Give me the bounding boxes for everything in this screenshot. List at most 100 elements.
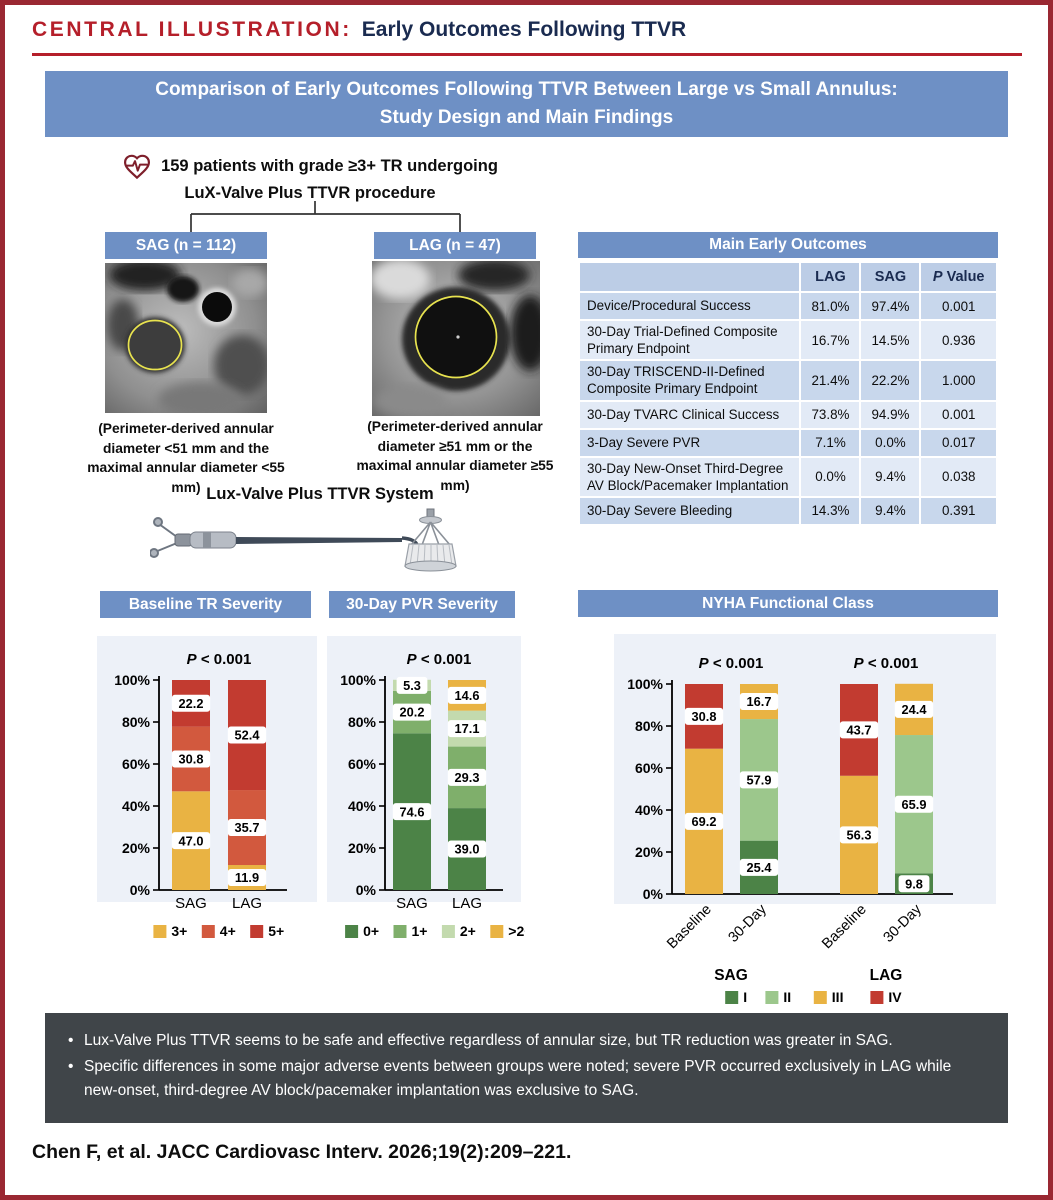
outcomes-row: Device/Procedural Success 81.0% 97.4% 0.001 xyxy=(580,293,996,319)
lag-value: 21.4% xyxy=(801,361,860,400)
device-illustration xyxy=(150,508,457,572)
svg-text:39.0: 39.0 xyxy=(455,842,480,857)
value-chip xyxy=(684,707,724,725)
chart-tr-severity: P < 0.001 0% 20% 40% 60% 80% 100% SAG LAG 47.0 30.… xyxy=(95,634,325,957)
outcome-label: 30-Day TRISCEND-II-Defined Composite Pri… xyxy=(580,361,800,400)
delivery-handle xyxy=(150,517,178,558)
value-chip xyxy=(739,771,779,789)
svg-text:30.8: 30.8 xyxy=(179,752,204,767)
value-chip xyxy=(227,726,267,744)
sag-value: 14.5% xyxy=(861,321,920,360)
chart-pvr-severity: P < 0.001 0% 20% 40% 60% 80% 100% SAG LAG 74.6 20.… xyxy=(325,634,532,957)
figure-header: CENTRAL ILLUSTRATION: Early Outcomes Foll… xyxy=(32,18,686,42)
y-tick-label: 80% xyxy=(122,714,151,730)
outcomes-column-header: LAG xyxy=(801,263,860,291)
outcome-label: 30-Day New-Onset Third-Degree AV Block/P… xyxy=(580,457,800,496)
heart-ecg-icon xyxy=(124,154,151,180)
value-chip xyxy=(739,858,779,876)
group-label: SAG xyxy=(714,967,748,984)
key-findings-list: Lux-Valve Plus TTVR seems to be safe and… xyxy=(67,1029,978,1103)
sag-value: 0.0% xyxy=(861,429,920,456)
sag-value: 97.4% xyxy=(861,293,920,319)
key-findings-box: Lux-Valve Plus TTVR seems to be safe and… xyxy=(45,1013,1008,1123)
legend-swatch-5+ xyxy=(250,925,264,938)
outcomes-row: 30-Day Trial-Defined Composite Primary E… xyxy=(580,321,996,360)
value-chip xyxy=(839,721,879,739)
chart-svg-tr-severity: P < 0.001 0% 20% 40% 60% 80% 100% SAG LAG 47.0 30.… xyxy=(97,636,317,939)
legend-label: II xyxy=(783,989,791,1005)
value-chip xyxy=(171,832,211,850)
outcome-label: Device/Procedural Success xyxy=(580,293,800,319)
x-axis-label: LAG xyxy=(452,895,482,912)
y-tick-label: 60% xyxy=(122,756,151,772)
lag-value: 16.7% xyxy=(801,321,860,360)
x-axis-label: 30-Day xyxy=(880,901,925,946)
valve-prosthesis xyxy=(404,508,457,572)
outcomes-column-header: P Value xyxy=(921,263,996,291)
lag-value: 81.0% xyxy=(801,293,860,319)
key-finding: Specific differences in some major adver… xyxy=(67,1055,978,1103)
value-chip xyxy=(392,803,432,821)
legend-label: 1+ xyxy=(412,923,428,939)
legend-label: III xyxy=(832,989,844,1005)
svg-text:17.1: 17.1 xyxy=(455,721,480,736)
outcomes-header-row: LAG SAG P Value xyxy=(580,263,996,291)
svg-text:25.4: 25.4 xyxy=(747,860,773,875)
branch-bracket xyxy=(190,201,461,234)
svg-text:9.8: 9.8 xyxy=(905,876,923,891)
header-divider xyxy=(32,53,1022,56)
outcome-label: 30-Day TVARC Clinical Success xyxy=(580,401,800,428)
value-chip xyxy=(227,869,267,887)
p-value: 0.001 xyxy=(921,293,996,319)
y-tick-label: 80% xyxy=(348,714,377,730)
lag-value: 73.8% xyxy=(801,401,860,428)
legend-label: 5+ xyxy=(268,923,284,939)
y-tick-label: 0% xyxy=(130,882,151,898)
figure-title-banner: Comparison of Early Outcomes Following T… xyxy=(45,71,1008,137)
value-chip xyxy=(396,676,428,694)
figure-title-line2: Study Design and Main Findings xyxy=(379,107,674,128)
lag-value: 0.0% xyxy=(801,457,860,496)
svg-text:56.3: 56.3 xyxy=(847,827,872,842)
outcomes-row: 3-Day Severe PVR 7.1% 0.0% 0.017 xyxy=(580,429,996,456)
x-axis-label: 30-Day xyxy=(725,901,770,946)
svg-text:24.4: 24.4 xyxy=(902,702,928,717)
legend-swatch->2+ xyxy=(490,925,504,938)
value-chip xyxy=(447,686,487,704)
outcomes-table-head: LAG SAG P Value xyxy=(580,263,996,291)
legend-swatch-3+ xyxy=(153,925,167,938)
outcomes-row: 30-Day TRISCEND-II-Defined Composite Pri… xyxy=(580,361,996,400)
chart-svg-nyha: P < 0.001 P < 0.001 0% 20% 40% 60% 80% 100% Base… xyxy=(614,634,996,1005)
legend-label: 4+ xyxy=(220,923,236,939)
outcomes-column-header xyxy=(580,263,800,291)
svg-text:65.9: 65.9 xyxy=(902,797,927,812)
legend-swatch-II xyxy=(765,991,779,1004)
legend-label: 3+ xyxy=(171,923,187,939)
p-value: 0.038 xyxy=(921,457,996,496)
p-annotation: P < 0.001 xyxy=(407,651,472,668)
sag-value: 9.4% xyxy=(861,497,920,524)
svg-text:14.6: 14.6 xyxy=(455,688,480,703)
svg-text:11.9: 11.9 xyxy=(235,870,259,885)
value-chip xyxy=(171,750,211,768)
y-tick-label: 100% xyxy=(627,676,663,692)
catheter-shaft xyxy=(236,537,402,544)
outcomes-row: 30-Day New-Onset Third-Degree AV Block/P… xyxy=(580,457,996,496)
lag-value: 14.3% xyxy=(801,497,860,524)
svg-text:57.9: 57.9 xyxy=(747,772,772,787)
value-chip xyxy=(447,720,487,738)
y-tick-label: 0% xyxy=(643,886,664,902)
legend-swatch-1+ xyxy=(393,925,407,938)
svg-text:30.8: 30.8 xyxy=(692,709,717,724)
p-value: 0.391 xyxy=(921,497,996,524)
chart-svg-pvr-severity: P < 0.001 0% 20% 40% 60% 80% 100% SAG LAG 74.6 20.… xyxy=(327,636,532,939)
x-axis-label: LAG xyxy=(232,895,262,912)
outcomes-table-title: Main Early Outcomes xyxy=(578,232,998,258)
tr-severity-chart-title: Baseline TR Severity xyxy=(100,591,311,618)
group-label: LAG xyxy=(870,967,903,984)
sag-value: 94.9% xyxy=(861,401,920,428)
key-finding: Lux-Valve Plus TTVR seems to be safe and… xyxy=(67,1029,978,1053)
outcomes-table: LAG SAG P Value Device/Procedural Success 8… xyxy=(578,261,998,526)
y-tick-label: 60% xyxy=(635,760,664,776)
